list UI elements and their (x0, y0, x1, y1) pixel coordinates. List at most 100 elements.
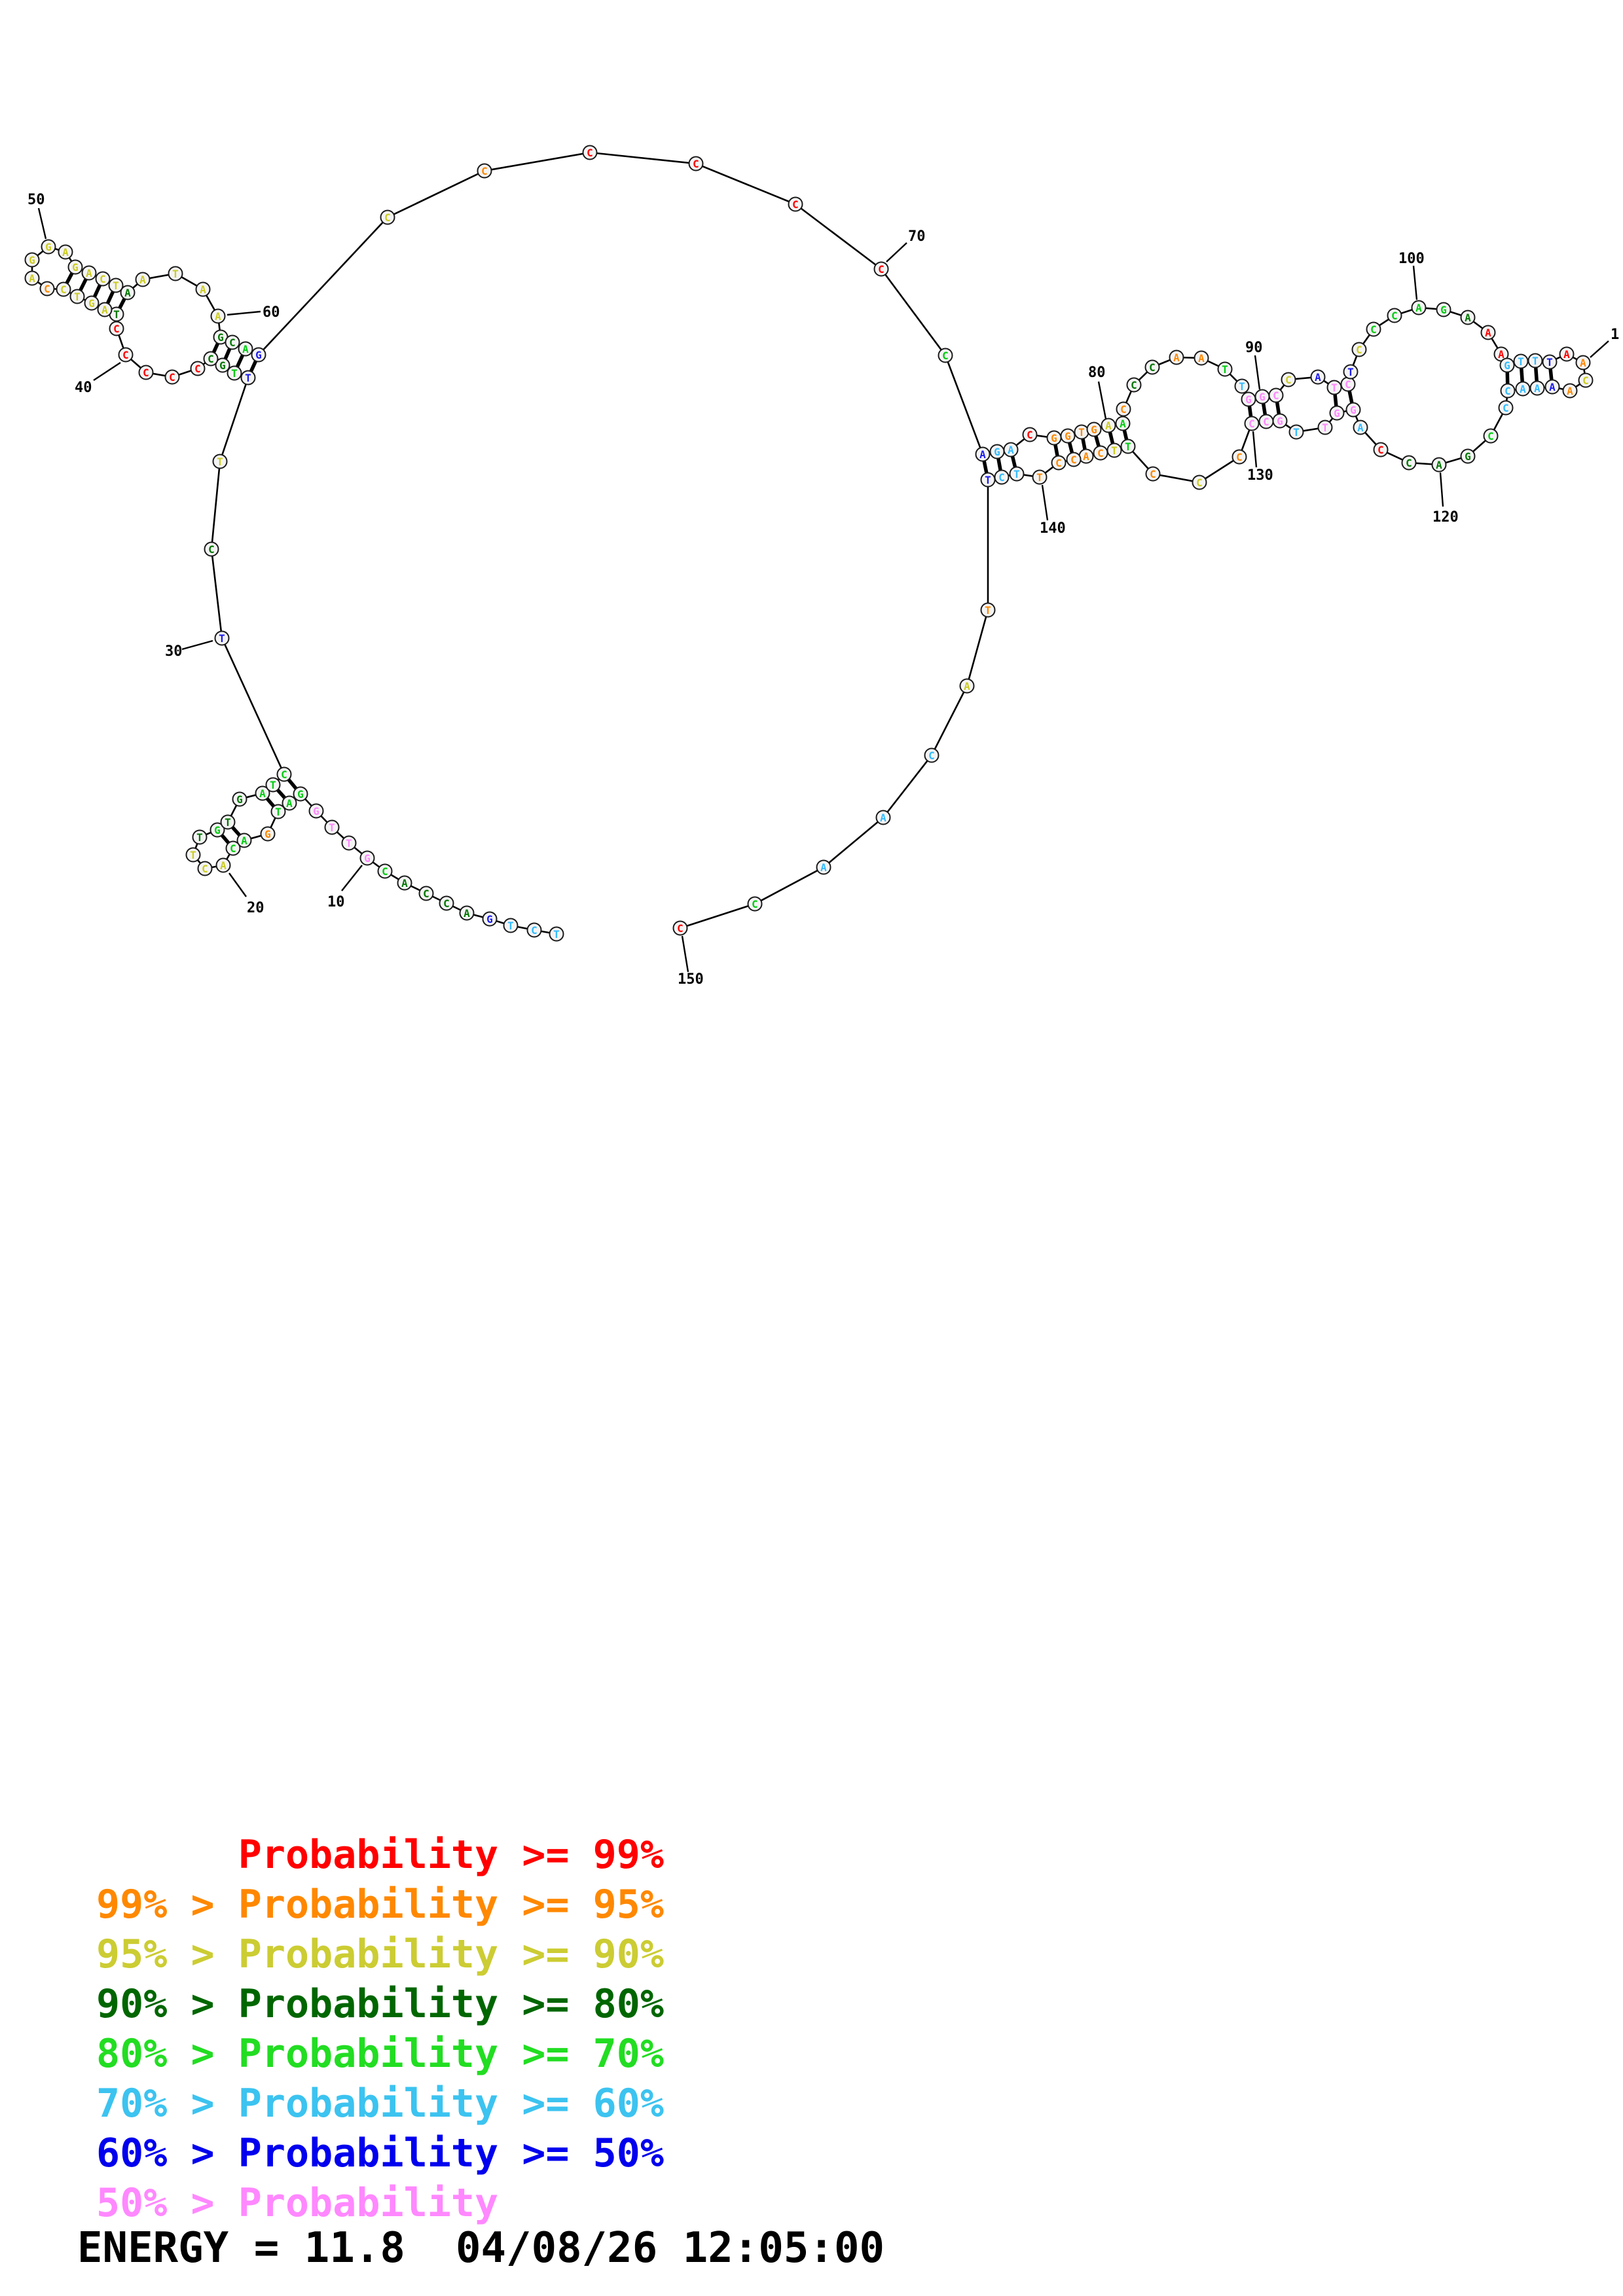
label-pointer (341, 865, 363, 891)
nucleotide-letter: A (820, 861, 827, 874)
nucleotide-letter: T (196, 831, 203, 844)
nucleotide-letter: A (86, 267, 92, 279)
nucleotide-letter: G (72, 261, 79, 274)
legend: Probability >= 99% 99% > Probability >= 9… (96, 1830, 664, 2228)
nucleotide-letter: A (1083, 450, 1089, 463)
nucleotide-letter: G (364, 852, 371, 865)
nucleotide-circle (260, 826, 276, 842)
nucleotide-letter: C (230, 842, 236, 855)
nucleotide-letter: A (1465, 312, 1471, 324)
nucleotide-letter: C (1285, 374, 1292, 386)
nucleotide-letter: T (1078, 426, 1085, 439)
nucleotide-letter: G (1051, 432, 1057, 444)
nucleotide-circle (282, 795, 297, 811)
nucleotide-circle (980, 472, 996, 488)
nucleotide-letter: C (998, 471, 1005, 484)
nucleotide-circle (875, 810, 891, 825)
nucleotide-letter: A (1198, 352, 1205, 365)
backbone-path (31, 151, 1587, 935)
nucleotide-circle (210, 308, 226, 324)
nucleotide-letter: T (1518, 355, 1524, 368)
nucleotide-letter: A (1315, 371, 1321, 384)
nucleotide-circle (418, 886, 434, 901)
label-pointer (228, 872, 247, 897)
nucleotide-circle (1544, 379, 1560, 395)
nucleotide-letter: C (1249, 418, 1255, 430)
nucleotide-circle (41, 239, 56, 255)
label-pointer (1252, 431, 1258, 468)
nucleotide-circle (1353, 420, 1368, 435)
nucleotide-circle (1513, 353, 1529, 369)
nucleotide-circle (210, 822, 225, 838)
nucleotide-letter: C (752, 898, 758, 910)
nucleotide-letter: G (214, 824, 221, 836)
nucleotide-circle (1498, 400, 1514, 416)
nucleotide-circle (227, 365, 242, 381)
nucleotide-circle (164, 369, 180, 385)
nucleotide-circle (1515, 381, 1531, 397)
nucleotide-circle (526, 922, 542, 938)
nucleotide-letter: C (113, 323, 120, 335)
nucleotide-circle (1542, 354, 1558, 370)
nucleotide-circle (1234, 378, 1250, 394)
nucleotide-letter: A (1415, 302, 1422, 314)
energy-text: ENERGY = 11.8 04/08/26 12:05:00 (77, 2224, 884, 2272)
nucleotide-letter: G (1350, 404, 1357, 416)
nucleotide-circle (138, 365, 154, 380)
nucleotide-circle (95, 271, 111, 287)
nucleotide-letter: C (1055, 457, 1062, 469)
legend-item: 95% > Probability >= 90% (96, 1931, 664, 1977)
nucleotide-circle (293, 786, 308, 802)
nucleotide-letter: C (1356, 344, 1362, 356)
nucleotide-letter: T (507, 920, 514, 932)
nucleotide-letter: T (1293, 426, 1300, 439)
nucleotide-circle (1116, 401, 1131, 417)
nucleotide-circle (108, 278, 124, 293)
nucleotide-letter: T (329, 821, 335, 834)
nucleotide-letter: A (1580, 357, 1586, 369)
nucleotide-letter: G (486, 913, 493, 925)
nucleotide-circle (1460, 448, 1476, 464)
nucleotide-circle (1217, 361, 1233, 377)
nucleotide-letter: A (1534, 382, 1541, 395)
nucleotide-letter: G (236, 793, 243, 806)
nucleotide-circle (1144, 359, 1160, 375)
nucleotide-letter: G (1504, 359, 1510, 372)
nucleotide-circle (120, 285, 136, 300)
nucleotide-letter: T (985, 604, 991, 617)
nucleotide-circle (255, 785, 270, 801)
nucleotide-circle (308, 803, 324, 819)
nucleotide-letter: C (143, 367, 149, 379)
nucleotide-letter: C (1131, 379, 1137, 391)
nucleotide-circle (1258, 414, 1274, 429)
nucleotide-letter: G (219, 359, 226, 372)
nucleotide-circle (97, 302, 113, 317)
nucleotide-letter: A (1008, 444, 1014, 456)
nucleotide-letter: C (44, 283, 50, 295)
nucleotide-circle (503, 918, 519, 933)
nucleotide-letter: C (1503, 402, 1509, 414)
position-label: 150 (678, 971, 704, 988)
nucleotide-circle (1562, 383, 1578, 399)
nucleotide-letter: T (113, 308, 120, 321)
nucleotide-letter: A (964, 680, 970, 692)
nucleotide-letter: C (677, 922, 684, 935)
nucleotide-circle (238, 341, 253, 357)
nucleotide-circle (1120, 439, 1136, 454)
nucleotide-circle (236, 833, 252, 848)
nucleotide-circle (1500, 383, 1516, 399)
nucleotide-letter: C (229, 336, 236, 349)
nucleotide-circle (788, 196, 803, 212)
nucleotide-circle (220, 814, 236, 830)
nucleotide-letter: A (1105, 420, 1112, 432)
nucleotide-circle (1317, 420, 1333, 435)
nucleotide-circle (1366, 321, 1381, 337)
label-pointer (1041, 484, 1049, 521)
nucleotide-letter: A (1520, 383, 1526, 395)
nucleotide-letter: T (270, 779, 276, 791)
nucleotide-letter: T (1222, 363, 1228, 376)
nucleotide-letter: C (100, 273, 106, 285)
nucleotide-letter: G (88, 297, 95, 310)
nucleotide-letter: A (1567, 385, 1573, 397)
nucleotide-letter: G (1334, 407, 1340, 420)
